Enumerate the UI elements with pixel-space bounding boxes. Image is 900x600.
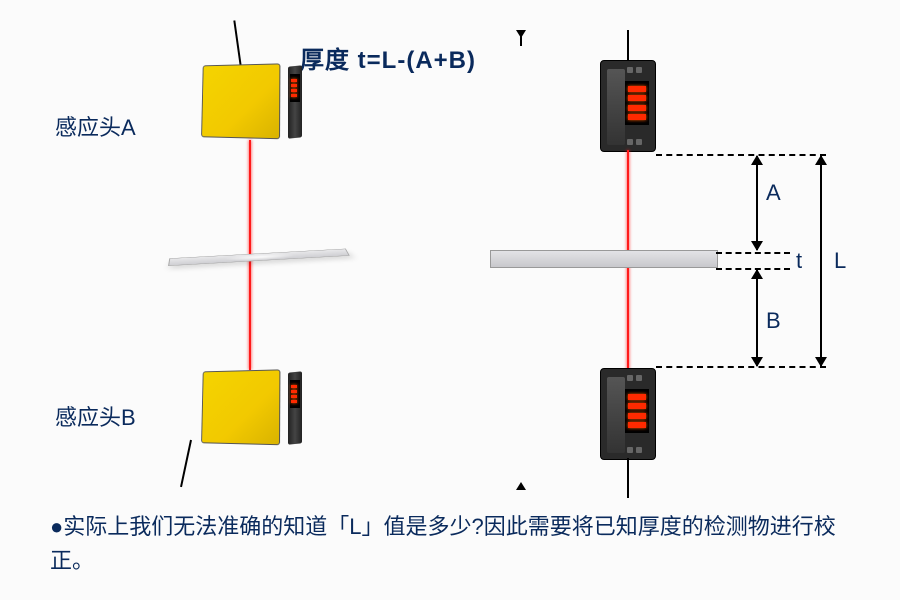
measured-plate-side (490, 250, 718, 268)
sensor-b-label: 感应头B (55, 400, 136, 432)
dimension-label-t: t (796, 248, 802, 274)
dimension-arrow-l (820, 156, 822, 366)
dimension-arrow-t (520, 30, 522, 46)
dash-line-top (656, 154, 826, 156)
dimension-label-a: A (766, 180, 781, 206)
sensor-bottom-front (600, 368, 656, 460)
footnote-text: ●实际上我们无法准确的知道「L」值是多少?因此需要将已知厚度的检测物进行校正。 (50, 510, 850, 578)
dimension-label-b: B (766, 308, 781, 334)
dimension-label-l: L (834, 248, 846, 274)
dash-line-bottom (656, 366, 826, 368)
cable-bottom-right (627, 458, 629, 498)
sensor-a-3d (200, 64, 290, 144)
left-3d-view (130, 20, 390, 480)
sensor-b-3d (200, 370, 290, 450)
sensor-top-front (600, 60, 656, 152)
measured-plate-3d (168, 249, 350, 266)
dimension-arrow-b (756, 270, 758, 366)
cable-bottom (180, 440, 192, 487)
sensor-a-label: 感应头A (55, 110, 136, 142)
dimension-arrow-a (756, 156, 758, 250)
cable-top (233, 20, 242, 68)
dash-line-plate-top (716, 252, 790, 254)
right-schematic-view: A t B L (520, 30, 860, 490)
cable-top-right (627, 30, 629, 62)
